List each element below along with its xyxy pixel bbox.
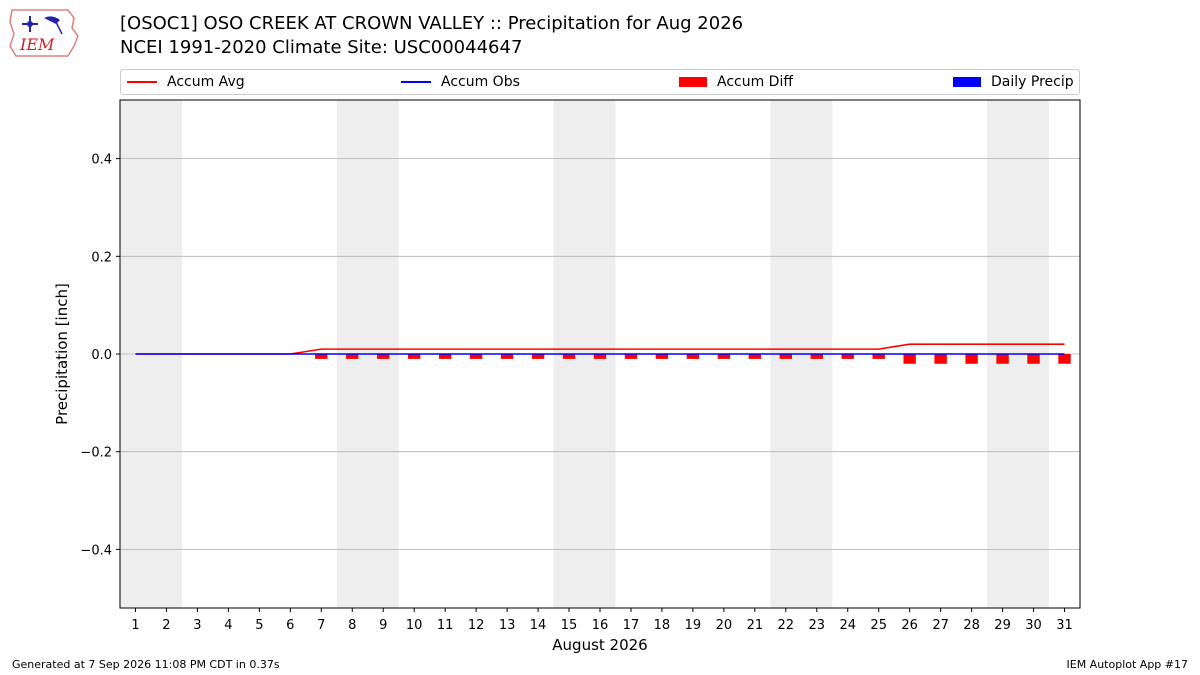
legend-label: Accum Diff bbox=[717, 74, 794, 90]
legend-label: Daily Precip bbox=[991, 74, 1074, 90]
x-tick-label: 16 bbox=[592, 618, 609, 633]
accum-avg-swatch bbox=[127, 81, 157, 83]
bar-accum-diff bbox=[531, 354, 545, 359]
bar-accum-diff bbox=[996, 354, 1009, 364]
bar-accum-diff bbox=[377, 354, 390, 359]
legend: Accum Avg Accum Obs Accum Diff Daily Pre… bbox=[120, 69, 1080, 95]
bar-accum-diff bbox=[1058, 354, 1071, 364]
x-tick-label: 22 bbox=[778, 618, 795, 633]
x-tick-label: 15 bbox=[561, 618, 578, 633]
legend-label: Accum Avg bbox=[167, 74, 245, 90]
bar-accum-diff bbox=[810, 354, 823, 359]
bar-accum-diff bbox=[872, 354, 885, 359]
x-tick-label: 30 bbox=[1025, 618, 1042, 633]
x-tick-label: 4 bbox=[224, 618, 232, 633]
iem-logo: IEM bbox=[9, 9, 79, 57]
x-tick-label: 21 bbox=[747, 618, 764, 633]
y-tick-label: 0.2 bbox=[91, 250, 112, 265]
y-tick-label: 0.0 bbox=[91, 348, 112, 363]
x-tick-label: 12 bbox=[468, 618, 485, 633]
x-tick-label: 28 bbox=[963, 618, 980, 633]
x-tick-label: 1 bbox=[131, 618, 139, 633]
x-tick-label: 6 bbox=[286, 618, 294, 633]
x-tick-label: 2 bbox=[162, 618, 170, 633]
bar-accum-diff bbox=[903, 354, 916, 364]
bar-accum-diff bbox=[593, 354, 607, 359]
bar-accum-diff bbox=[500, 354, 514, 359]
y-tick-label: 0.4 bbox=[91, 153, 112, 168]
legend-label: Accum Obs bbox=[441, 74, 520, 90]
x-tick-label: 14 bbox=[530, 618, 547, 633]
x-tick-label: 7 bbox=[317, 618, 325, 633]
bar-accum-diff bbox=[841, 354, 854, 359]
x-tick-label: 26 bbox=[901, 618, 918, 633]
bar-accum-diff bbox=[934, 354, 947, 364]
x-tick-label: 19 bbox=[685, 618, 702, 633]
x-tick-label: 5 bbox=[255, 618, 263, 633]
legend-item-daily-precip: Daily Precip bbox=[953, 70, 1074, 94]
y-tick-label: −0.4 bbox=[80, 543, 112, 558]
bar-accum-diff bbox=[438, 354, 452, 359]
legend-item-accum-diff: Accum Diff bbox=[679, 70, 793, 94]
footer-generated-text: Generated at 7 Sep 2026 11:08 PM CDT in … bbox=[12, 658, 280, 671]
bar-accum-diff bbox=[686, 354, 700, 359]
y-tick-label: −0.2 bbox=[80, 446, 112, 461]
x-tick-label: 25 bbox=[870, 618, 887, 633]
footer-app-text: IEM Autoplot App #17 bbox=[1066, 658, 1189, 671]
accum-diff-swatch bbox=[679, 77, 707, 87]
bar-accum-diff bbox=[315, 354, 328, 359]
bar-accum-diff bbox=[1027, 354, 1040, 364]
logo-text: IEM bbox=[19, 35, 55, 54]
bar-accum-diff bbox=[655, 354, 669, 359]
x-tick-label: 24 bbox=[839, 618, 856, 633]
x-tick-label: 3 bbox=[193, 618, 201, 633]
x-axis-label: August 2026 bbox=[552, 636, 647, 654]
x-tick-label: 13 bbox=[499, 618, 516, 633]
chart-subtitle: NCEI 1991-2020 Climate Site: USC00044647 bbox=[120, 37, 523, 58]
bar-accum-diff bbox=[717, 354, 731, 359]
bar-accum-diff bbox=[965, 354, 978, 364]
x-tick-label: 10 bbox=[406, 618, 423, 633]
bar-accum-diff bbox=[346, 354, 359, 359]
y-axis-label: Precipitation [inch] bbox=[53, 283, 71, 425]
bar-accum-diff bbox=[748, 354, 762, 359]
bar-accum-diff bbox=[624, 354, 638, 359]
x-tick-label: 9 bbox=[379, 618, 387, 633]
x-tick-label: 29 bbox=[994, 618, 1011, 633]
bar-accum-diff bbox=[779, 354, 792, 359]
x-tick-label: 17 bbox=[623, 618, 640, 633]
accum-obs-swatch bbox=[401, 81, 431, 83]
x-tick-label: 11 bbox=[437, 618, 454, 633]
x-tick-label: 27 bbox=[932, 618, 949, 633]
x-tick-label: 20 bbox=[716, 618, 733, 633]
x-tick-label: 8 bbox=[348, 618, 356, 633]
bar-accum-diff bbox=[408, 354, 421, 359]
daily-precip-swatch bbox=[953, 77, 981, 87]
x-tick-label: 18 bbox=[654, 618, 671, 633]
chart-title: [OSOC1] OSO CREEK AT CROWN VALLEY :: Pre… bbox=[120, 13, 744, 34]
bar-accum-diff bbox=[469, 354, 483, 359]
x-tick-label: 23 bbox=[809, 618, 826, 633]
plot-frame bbox=[119, 99, 1081, 609]
legend-item-accum-avg: Accum Avg bbox=[127, 70, 245, 94]
x-tick-label: 31 bbox=[1056, 618, 1073, 633]
bar-accum-diff bbox=[562, 354, 576, 359]
legend-item-accum-obs: Accum Obs bbox=[401, 70, 520, 94]
